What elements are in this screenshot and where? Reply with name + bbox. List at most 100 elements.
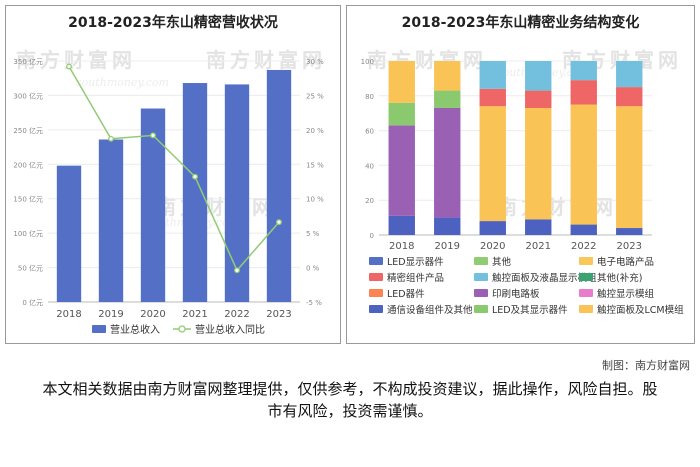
y-right-tick-label: 25 % <box>306 92 324 100</box>
stack-segment <box>570 61 597 81</box>
revenue-bar <box>56 165 82 302</box>
legend-swatch-revenue <box>92 325 106 333</box>
x-tick-label: 2018 <box>389 241 414 252</box>
legend-label: LED及其显示器件 <box>492 304 568 316</box>
stack-segment <box>616 61 643 88</box>
yoy-line <box>68 66 280 272</box>
y-left-tick-label: 350 亿元 <box>13 57 43 66</box>
stack-segment <box>616 228 643 235</box>
x-tick-label: 2019 <box>98 309 123 320</box>
stack-segment <box>616 87 643 107</box>
revenue-bar <box>140 108 166 302</box>
legend-swatch <box>474 273 488 281</box>
y-tick-label: 80 <box>365 93 374 101</box>
x-tick-label: 2019 <box>435 241 460 252</box>
legend-swatch <box>369 273 383 281</box>
legend-label: 印刷电路板 <box>492 288 540 300</box>
x-tick-label: 2021 <box>182 309 207 320</box>
yoy-point <box>150 132 156 139</box>
stack-segment <box>479 221 506 235</box>
revenue-chart-title: 2018-2023年东山精密营收状况 <box>68 15 278 31</box>
legend-label: 其他 <box>492 256 512 268</box>
x-tick-label: 2022 <box>224 309 249 320</box>
legend-marker-yoy <box>178 325 186 333</box>
watermark-url: southmoney.com <box>76 76 169 89</box>
y-tick-label: 100 <box>361 58 374 66</box>
x-tick-label: 2023 <box>617 241 642 252</box>
business-structure-chart-panel: 2018-2023年东山精密业务结构变化 南方财富网 南方财富网 南方财富网 s… <box>346 5 695 344</box>
y-right-tick-label: 30 % <box>306 58 324 66</box>
y-left-tick-label: 0 亿元 <box>22 298 43 307</box>
legend-label: 触控显示模组 <box>597 288 655 300</box>
revenue-bar <box>98 139 124 302</box>
legend-swatch <box>369 305 383 313</box>
y-right-tick-label: 20 % <box>306 127 324 135</box>
y-left-tick-label: 250 亿元 <box>13 126 43 135</box>
legend-label: 其他(补充) <box>597 272 642 284</box>
y-left-tick-label: 200 亿元 <box>13 160 43 169</box>
legend-label: 营业总收入同比 <box>195 323 265 336</box>
legend-swatch <box>579 273 593 281</box>
structure-chart-title: 2018-2023年东山精密业务结构变化 <box>401 15 640 31</box>
stack-segment <box>570 224 597 235</box>
legend-swatch <box>579 289 593 297</box>
yoy-point <box>192 173 198 180</box>
legend-swatch <box>474 305 488 313</box>
revenue-bar <box>224 84 250 302</box>
y-left-tick-label: 50 亿元 <box>18 264 43 273</box>
stack-segment <box>525 219 552 235</box>
yoy-point <box>66 63 72 70</box>
business-structure-chart: 0 20 40 60 80 100 2018 2019 2020 2021 2022 2023 LED显… <box>361 58 684 316</box>
legend-swatch <box>579 305 593 313</box>
legend-label: 触控面板及液晶显示模组 <box>492 272 597 284</box>
watermark: 南方财富网 <box>206 48 326 72</box>
stack-segment <box>434 90 461 108</box>
y-tick-label: 20 <box>365 197 374 205</box>
legend-label: 通信设备组件及其他 <box>387 304 473 316</box>
y-left-tick-label: 100 亿元 <box>13 229 43 238</box>
revenue-chart-panel: 2018-2023年东山精密营收状况 南方财富网 南方财富网 南方财富网 sou… <box>5 5 341 344</box>
legend-label: 触控面板及LCM模组 <box>597 304 684 316</box>
stack-segment <box>434 217 461 235</box>
y-tick-label: 40 <box>365 162 374 170</box>
y-tick-label: 0 <box>370 232 374 240</box>
stack-segment <box>479 106 506 222</box>
stack-segment <box>616 106 643 229</box>
legend-swatch <box>369 257 383 265</box>
y-left-tick-label: 150 亿元 <box>13 195 43 204</box>
legend-label: LED显示器件 <box>387 256 444 268</box>
stack-segment <box>570 80 597 105</box>
x-tick-label: 2022 <box>571 241 596 252</box>
x-tick-label: 2023 <box>266 309 291 320</box>
legend-swatch <box>474 289 488 297</box>
x-tick-label: 2020 <box>480 241 505 252</box>
y-right-tick-label: 15 % <box>306 161 324 169</box>
chart-credit: 制图：南方财富网 <box>602 359 690 372</box>
stack-segment <box>388 61 415 103</box>
yoy-point <box>276 219 282 226</box>
legend-swatch <box>369 289 383 297</box>
watermark: 南方财富网 <box>16 48 136 72</box>
stack-segment <box>525 61 552 91</box>
stack-segment <box>525 107 552 220</box>
legend-swatch <box>474 257 488 265</box>
y-right-tick-label: 0 % <box>306 265 320 273</box>
stack-segment <box>388 125 415 216</box>
x-tick-label: 2021 <box>526 241 551 252</box>
y-right-tick-label: 5 % <box>306 230 320 238</box>
legend-label: 电子电路产品 <box>597 256 654 268</box>
x-tick-label: 2020 <box>140 309 165 320</box>
revenue-chart: 0 亿元 50 亿元 100 亿元 150 亿元 200 亿元 250 亿元 300 亿元 3… <box>13 57 324 336</box>
stack-segment <box>388 215 415 235</box>
stack-segment <box>479 88 506 107</box>
stack-segment <box>525 90 552 108</box>
legend-label: 营业总收入 <box>110 323 160 336</box>
yoy-point <box>234 267 240 274</box>
x-tick-label: 2018 <box>56 309 81 320</box>
disclaimer-text: 本文相关数据由南方财富网整理提供，仅供参考，不构成投资建议，据此操作，风险自担。… <box>42 380 658 420</box>
legend-label: 精密组件产品 <box>387 272 444 284</box>
legend-label: LED器件 <box>387 288 425 300</box>
stack-segment <box>434 61 461 91</box>
stack-segment <box>434 107 461 218</box>
stack-segment <box>479 61 506 89</box>
